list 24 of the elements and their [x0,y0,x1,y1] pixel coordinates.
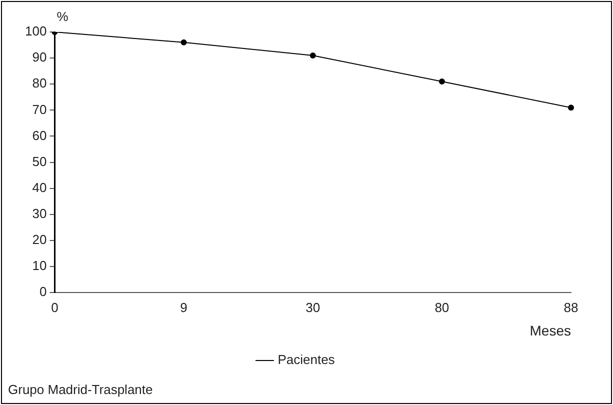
point [568,104,574,111]
y-tick-label: 10 [32,258,47,274]
y-tick-label: 20 [32,232,47,248]
point [180,39,187,46]
x-tick-label: 0 [51,300,58,315]
y-tick-label: 0 [39,284,47,300]
x-axis-title: Meses [530,322,571,338]
x-tick-label: 30 [306,300,320,315]
x-tick-label: 9 [180,300,188,315]
legend-label: Pacientes [278,352,336,368]
x-tick-label: 80 [434,300,450,315]
y-tick-label: 40 [32,180,47,195]
point [438,78,445,85]
point [310,52,316,58]
y-tick-label: 60 [32,128,47,143]
text: Grupo Madrid-Trasplante [8,382,153,397]
y-tick-label: 80 [32,76,47,91]
y-axis-title: % [56,9,69,24]
x-tick-label: 88 [564,300,578,315]
y-tick-label: 50 [32,154,47,169]
y-tick-label: 70 [32,102,47,117]
y-tick-label: 100 [24,24,47,39]
y-tick-label: 90 [32,50,47,65]
y-tick-label: 30 [32,206,47,221]
